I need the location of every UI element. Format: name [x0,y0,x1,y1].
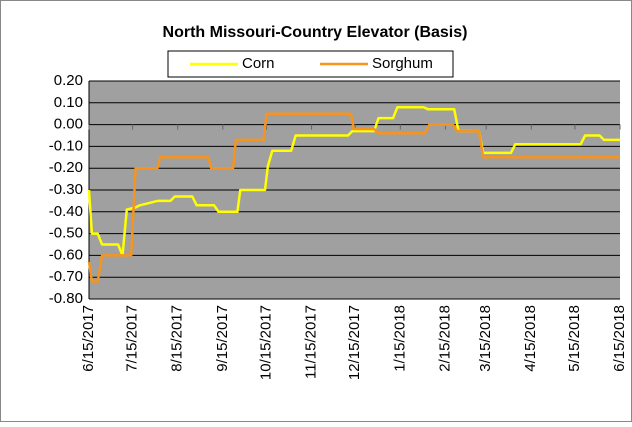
x-tick-label: 10/15/2017 [257,305,274,380]
y-tick-label: -0.70 [49,268,83,285]
x-tick-label: 6/15/2018 [611,305,628,372]
legend-label: Sorghum [372,55,433,72]
y-tick-label: -0.80 [49,290,83,307]
x-tick-label: 7/15/2017 [124,305,141,372]
x-tick-label: 2/15/2018 [436,305,453,372]
x-tick-label: 12/15/2017 [346,305,363,380]
y-tick-label: -0.10 [49,137,83,154]
legend-label: Corn [242,55,275,72]
y-tick-label: -0.60 [49,246,83,263]
x-tick-label: 6/15/2017 [80,305,97,372]
y-tick-label: 0.00 [54,116,83,133]
x-tick-label: 4/15/2018 [522,305,539,372]
y-tick-label: -0.30 [49,181,83,198]
y-tick-label: -0.20 [49,159,83,176]
x-tick-label: 3/15/2018 [477,305,494,372]
x-tick-label: 1/15/2018 [391,305,408,372]
y-tick-label: -0.50 [49,225,83,242]
y-tick-label: -0.40 [49,203,83,220]
series-line [87,112,620,283]
chart-title: North Missouri-Country Elevator (Basis) [163,24,468,41]
x-tick-label: 8/15/2017 [169,305,186,372]
y-tick-label: 0.20 [54,72,83,89]
y-tick-label: 0.10 [54,94,83,111]
x-tick-label: 9/15/2017 [214,305,231,372]
x-tick-label: 11/15/2017 [303,305,320,379]
x-tick-label: 5/15/2018 [566,305,583,372]
